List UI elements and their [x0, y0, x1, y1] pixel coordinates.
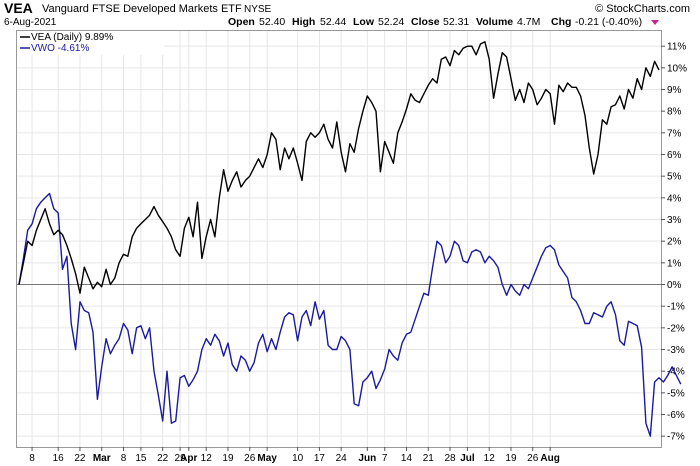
plot-area [16, 30, 662, 448]
legend: VEA (Daily) 9.89% VWO -4.61% [18, 31, 164, 55]
series-line-vwo [18, 192, 682, 437]
volume-label: Volume [476, 16, 513, 28]
y-tick-label: -3% [667, 345, 685, 356]
open-label: Open [228, 16, 255, 28]
y-tick-label: -5% [667, 388, 685, 399]
x-tick-label: 22 [74, 453, 86, 464]
y-tick-label: 8% [667, 107, 682, 118]
y-tick-label: -2% [667, 323, 685, 334]
x-tick-label: May [257, 453, 277, 464]
x-tick-label: 7 [382, 453, 388, 464]
legend-label-vea: VEA (Daily) 9.89% [31, 32, 113, 43]
x-tick-label: 29 [175, 453, 187, 464]
volume-value: 4.7M [517, 16, 540, 28]
x-tick-label: Mar [93, 453, 111, 464]
x-tick-label: Jun [358, 453, 376, 464]
y-tick-label: 1% [667, 258, 682, 269]
y-tick-label: -7% [667, 432, 685, 443]
x-tick-label: 10 [292, 453, 304, 464]
close-value: 52.31 [443, 16, 469, 28]
x-tick-label: 22 [157, 453, 169, 464]
y-axis: 11% 10% 9% 8% 7% 6% 5% 4% 3% 2% 1% 0% -1% -2% -3% -4% -5… [661, 42, 687, 443]
y-tick-label: 11% [667, 42, 686, 53]
low-label: Low [353, 16, 375, 28]
x-tick-label: 19 [222, 453, 234, 464]
x-tick-label: 21 [423, 453, 435, 464]
watermark: © StockCharts.com [595, 3, 690, 15]
x-tick-label: 24 [336, 453, 348, 464]
x-tick-label: 12 [484, 453, 496, 464]
y-tick-label: 2% [667, 237, 682, 248]
close-label: Close [411, 16, 440, 28]
chart-exchange: NYSE [244, 4, 272, 15]
x-tick-label: 16 [53, 453, 65, 464]
x-tick-label: 12 [201, 453, 213, 464]
x-tick-label: 8 [121, 453, 127, 464]
y-tick-label: -6% [667, 410, 685, 421]
chg-value: -0.21 (-0.40%) [575, 16, 642, 28]
x-tick-label: 26 [527, 453, 539, 464]
legend-label-vwo: VWO -4.61% [31, 43, 89, 54]
y-tick-label: 10% [667, 63, 687, 74]
low-value: 52.24 [378, 16, 404, 28]
down-arrow-icon [651, 20, 659, 25]
x-tick-label: 17 [314, 453, 326, 464]
y-tick-label: 3% [667, 215, 682, 226]
chg-label: Chg [551, 16, 571, 28]
x-tick-label: Apr [180, 453, 197, 464]
y-tick-label: 5% [667, 172, 682, 183]
y-tick-label: -4% [667, 367, 685, 378]
chart-security-name: Vanguard FTSE Developed Markets ETF [42, 3, 242, 15]
chart-symbol: VEA [4, 0, 33, 16]
series-line-vea [18, 41, 660, 294]
y-tick-label: 4% [667, 193, 682, 204]
x-tick-label: Aug [540, 453, 559, 464]
x-tick-label: 14 [401, 453, 413, 464]
series-lines [18, 41, 682, 437]
y-tick-label: 9% [667, 85, 682, 96]
chart-date: 6-Aug-2021 [4, 17, 57, 28]
quote-bar: Open 52.40 High 52.44 Low 52.24 Close 52… [228, 16, 659, 28]
y-tick-label: 7% [667, 128, 682, 139]
x-tick-label: 19 [505, 453, 517, 464]
x-tick-label: 15 [135, 453, 147, 464]
high-value: 52.44 [320, 16, 346, 28]
x-tick-label: 8 [29, 453, 35, 464]
x-tick-label: Jul [460, 453, 475, 464]
y-tick-label: 0% [667, 280, 682, 291]
x-tick-label: 26 [244, 453, 256, 464]
legend-box [18, 31, 164, 55]
x-tick-label: 28 [444, 453, 456, 464]
high-label: High [292, 16, 315, 28]
y-tick-label: 6% [667, 150, 682, 161]
y-tick-label: -1% [667, 302, 685, 313]
open-value: 52.40 [259, 16, 285, 28]
